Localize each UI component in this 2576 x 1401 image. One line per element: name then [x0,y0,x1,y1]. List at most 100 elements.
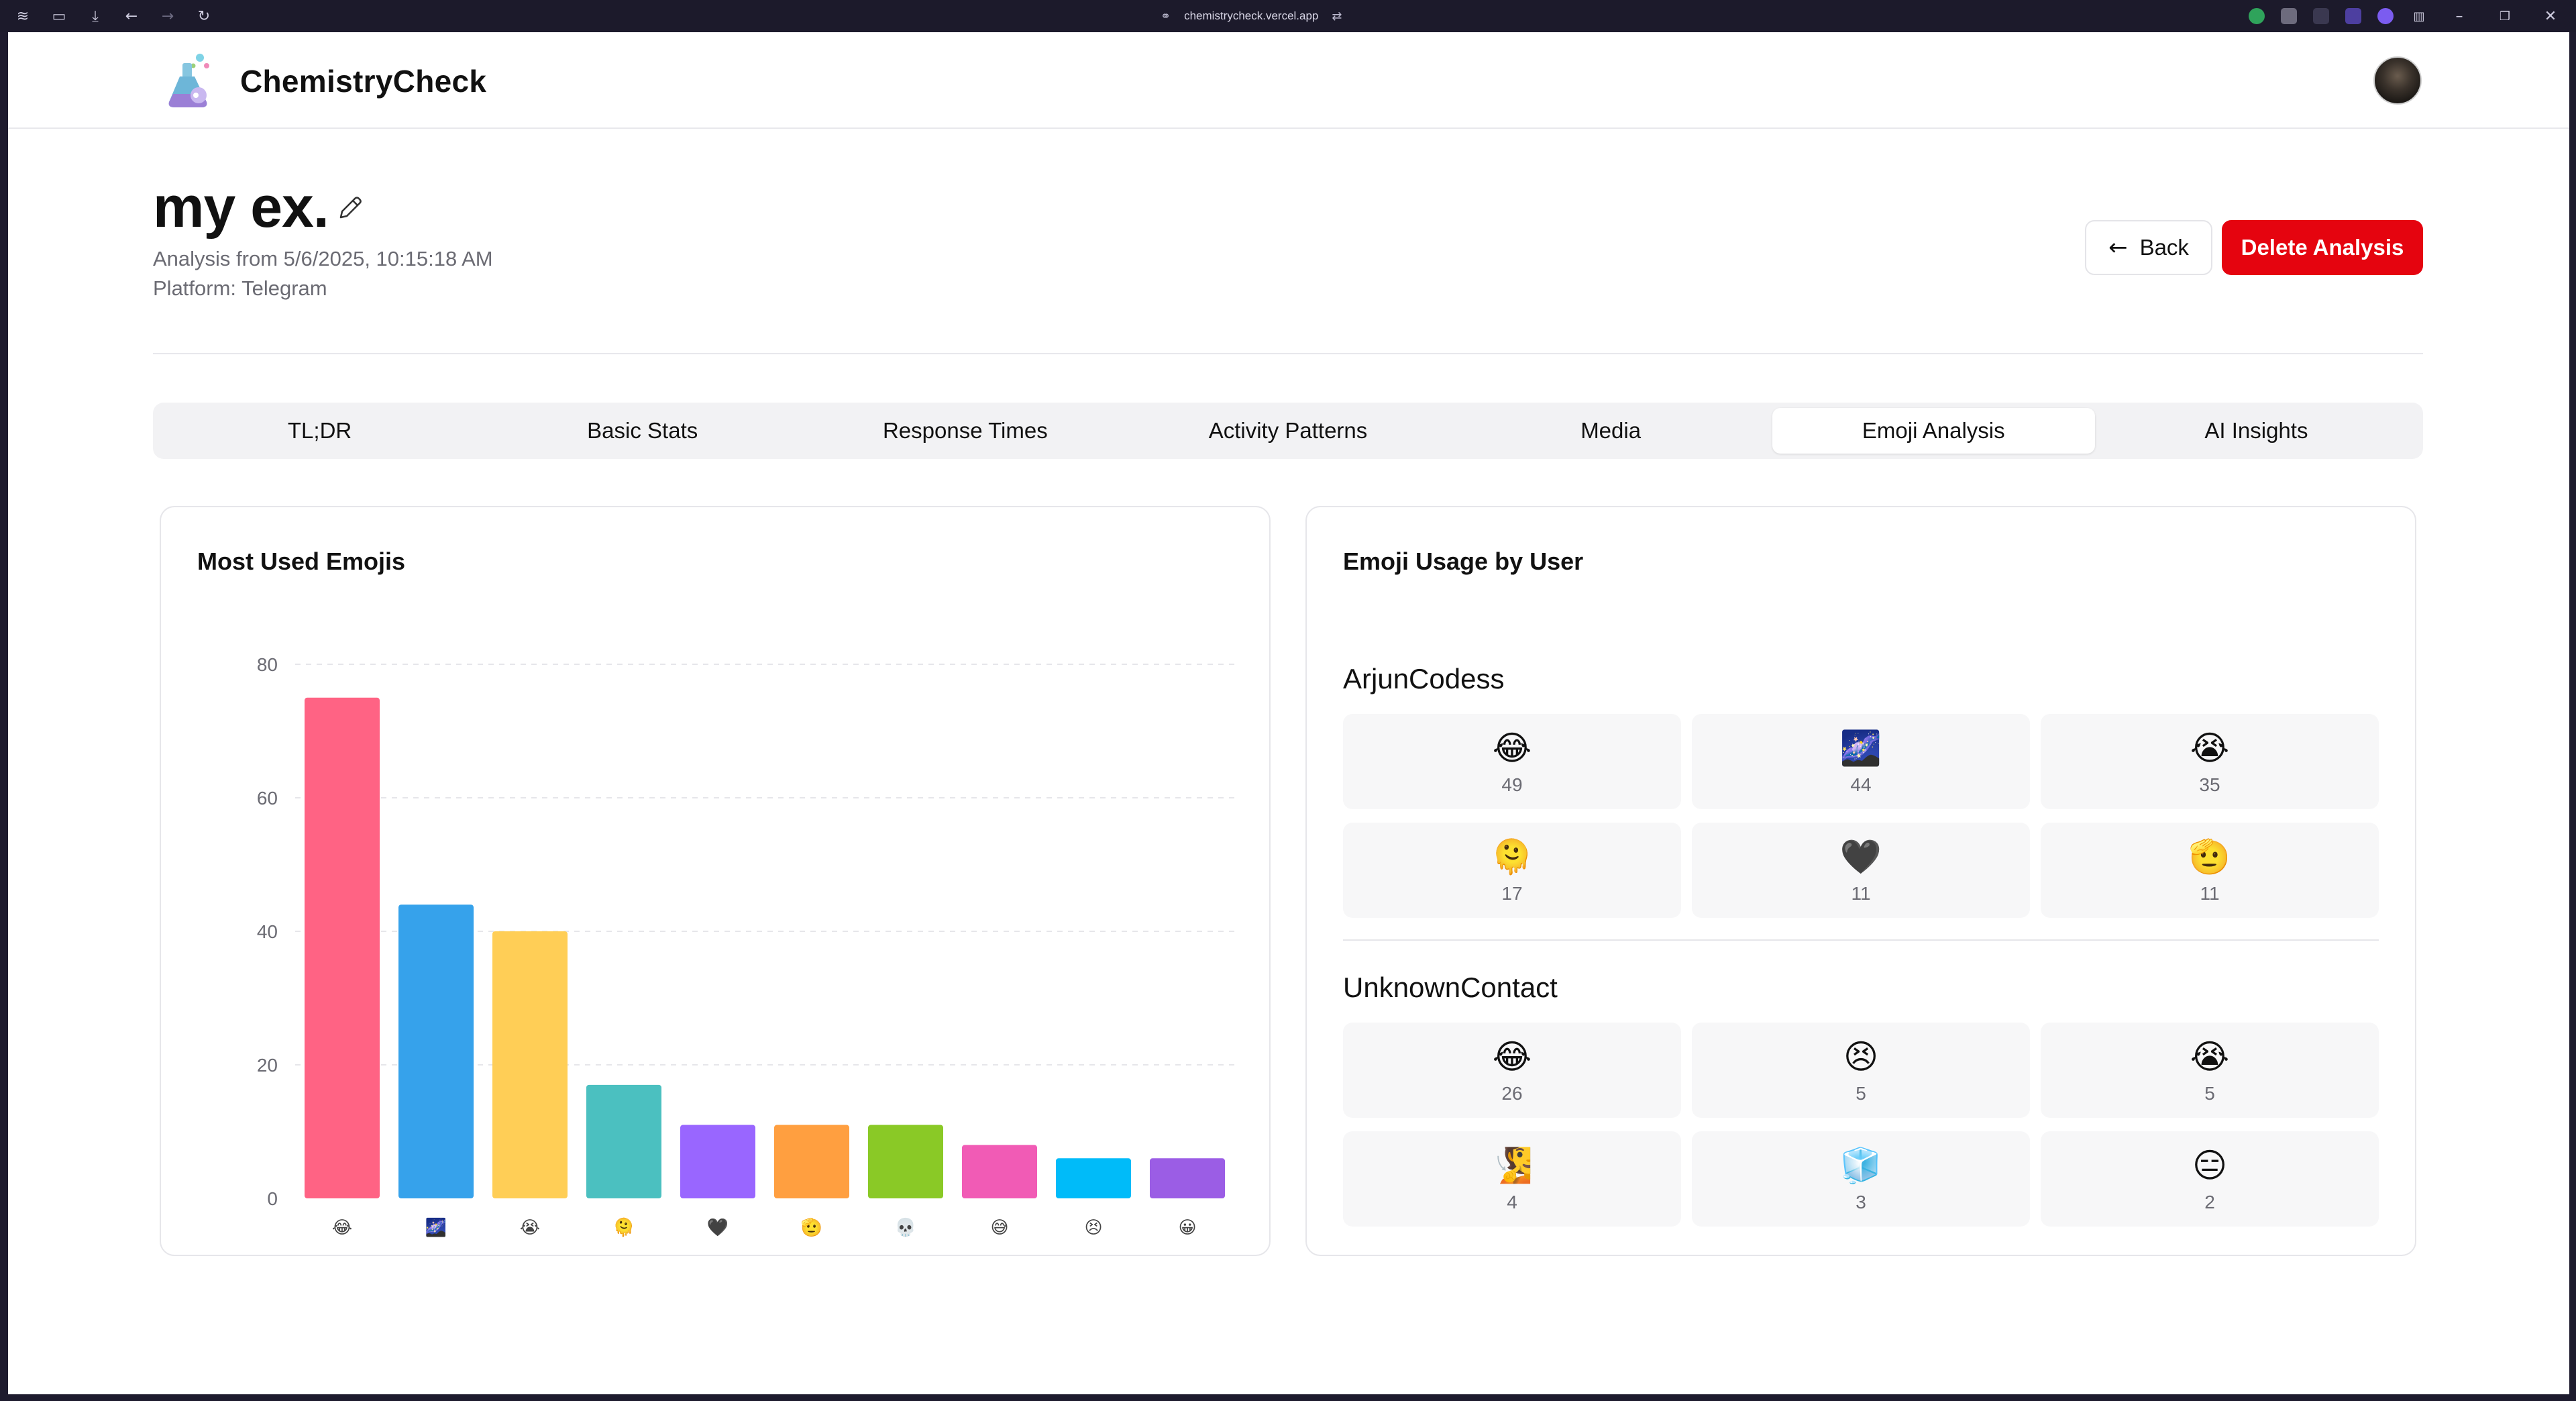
emoji-glyph: 😑 [2192,1146,2228,1185]
tab-tldr[interactable]: TL;DR [287,418,352,443]
forward-nav-icon[interactable]: → [161,7,174,25]
tab-bar: TL;DR Basic Stats Response Times Activit… [153,403,2423,459]
y-tick-label: 0 [267,1188,278,1209]
x-tick-label: 😣 [1084,1218,1102,1238]
tab-basic-stats[interactable]: Basic Stats [587,418,698,443]
x-tick-label: 🫡 [801,1217,822,1238]
close-window-icon[interactable]: ✕ [2544,7,2557,25]
x-tick-label: 😅 [990,1218,1008,1238]
chart-bar[interactable] [586,1084,661,1198]
download-icon[interactable]: ⤓ [92,7,99,25]
extension-icon[interactable] [2249,8,2265,24]
y-tick-label: 60 [257,788,278,809]
emoji-usage-by-user-card: Emoji Usage by User ArjunCodess 😂 49 🌌 4… [1305,506,2416,1256]
address-bar-url: chemistrycheck.vercel.app [1184,9,1319,22]
reload-icon[interactable]: ↻ [197,7,211,25]
chart-bar[interactable] [1056,1158,1131,1198]
pencil-edit-icon[interactable] [335,193,365,223]
back-nav-icon[interactable]: ← [125,7,138,25]
emoji-glyph: 😂 [1492,729,1532,768]
most-used-emojis-chart: 0 20 40 60 80 😂 🌌 😭 🫠 🖤 🫡 💀 😅 😣 😀 [257,654,1234,1238]
analysis-date: Analysis from 5/6/2025, 10:15:18 AM [153,247,493,270]
tab-activity-patterns[interactable]: Activity Patterns [1208,418,1368,443]
emoji-usage-cell: 🌌 44 [1692,714,2030,809]
analysis-platform: Platform: Telegram [153,276,327,300]
y-tick-label: 20 [257,1055,278,1076]
x-tick-label: 🫠 [613,1216,635,1238]
chart-bar[interactable] [398,904,474,1198]
tab-response-times[interactable]: Response Times [882,418,1048,443]
emoji-usage-by-user-title: Emoji Usage by User [1343,548,1584,575]
extension-icon[interactable] [2345,8,2361,24]
emoji-usage-cell: 😣 5 [1692,1023,2030,1118]
app-header: ChemistryCheck [8,32,2569,129]
emoji-glyph: 🧏 [1491,1146,1534,1185]
emoji-usage-cell: 😂 49 [1343,714,1681,809]
tab-media[interactable]: Media [1580,418,1642,443]
restore-icon[interactable]: ❐ [2499,9,2511,23]
emoji-usage-cell: 🧊 3 [1692,1131,2030,1227]
emoji-glyph: 🫡 [2188,837,2231,876]
emoji-usage-cell: 😂 26 [1343,1023,1681,1118]
divider [1343,939,2379,941]
extension-icon[interactable] [2281,8,2297,24]
emoji-glyph: 😣 [1843,1037,1879,1076]
emoji-usage-cell: 😭 5 [2041,1023,2379,1118]
emoji-glyph: 😭 [2190,729,2230,768]
chart-bar[interactable] [492,931,568,1198]
emoji-count: 44 [1850,774,1872,795]
sidebar-toggle-icon[interactable]: ▭ [52,7,66,25]
minimize-icon[interactable]: – [2455,7,2463,25]
chart-bar[interactable] [1150,1158,1225,1198]
emoji-count: 17 [1501,883,1523,904]
address-bar[interactable]: ⚭ chemistrycheck.vercel.app ⇄ [1161,4,1342,28]
chart-bar[interactable] [680,1125,755,1198]
extension-icon[interactable] [2377,8,2394,24]
user-name: ArjunCodess [1343,663,1505,694]
split-view-icon[interactable]: ▥ [2413,9,2425,23]
emoji-glyph: 🌌 [1839,729,1882,768]
emoji-glyph: 🫠 [1491,837,1534,876]
emoji-count: 3 [1856,1192,1866,1212]
emoji-count: 35 [2199,774,2220,795]
link-icon: ⚭ [1161,9,1171,23]
flask-logo-icon[interactable] [165,51,216,110]
emoji-usage-cell: 😭 35 [2041,714,2379,809]
back-button-label: Back [2139,235,2189,260]
chart-bar[interactable] [305,697,380,1198]
emoji-count: 11 [1851,883,1871,904]
user-name: UnknownContact [1343,972,1558,1003]
tab-emoji-analysis[interactable]: Emoji Analysis [1772,408,2095,454]
y-tick-label: 40 [257,921,278,942]
x-tick-label: 😀 [1178,1218,1196,1238]
most-used-emojis-title: Most Used Emojis [197,548,406,575]
emoji-count: 2 [2204,1192,2215,1212]
avatar[interactable] [2373,56,2422,105]
browser-menu-icon[interactable]: ≋ [16,7,30,25]
page-title: my ex. [153,175,329,240]
emoji-count: 5 [1856,1083,1866,1104]
app-brand[interactable]: ChemistryCheck [240,64,487,99]
y-tick-label: 80 [257,654,278,675]
page: ChemistryCheck my ex. Analysis from 5/6/… [8,32,2569,1394]
arrow-left-icon: ← [2108,234,2128,261]
emoji-usage-cell: 🫠 17 [1343,823,1681,918]
emoji-count: 49 [1501,774,1523,795]
emoji-glyph: 😭 [2190,1037,2230,1076]
extension-icon[interactable] [2313,8,2329,24]
x-tick-label: 😂 [332,1218,352,1238]
back-button[interactable]: ← Back [2085,220,2212,275]
x-tick-label: 🖤 [707,1218,729,1238]
chart-bar[interactable] [962,1145,1037,1198]
site-settings-icon[interactable]: ⇄ [1332,9,1342,23]
chart-bar[interactable] [868,1125,943,1198]
emoji-usage-cell: 🖤 11 [1692,823,2030,918]
emoji-count: 4 [1507,1192,1517,1212]
most-used-emojis-card: 0 20 40 60 80 😂 🌌 😭 🫠 🖤 🫡 💀 😅 😣 😀 Most Used Emojis [160,506,1271,1256]
delete-analysis-button[interactable]: Delete Analysis [2222,220,2423,275]
tab-ai-insights[interactable]: AI Insights [2204,418,2308,443]
x-tick-label: 💀 [895,1217,916,1238]
divider [153,353,2423,354]
browser-toolbar: ≋ ▭ ⤓ ← → ↻ ⚭ chemistrycheck.vercel.app … [0,0,2576,32]
chart-bar[interactable] [774,1125,849,1198]
